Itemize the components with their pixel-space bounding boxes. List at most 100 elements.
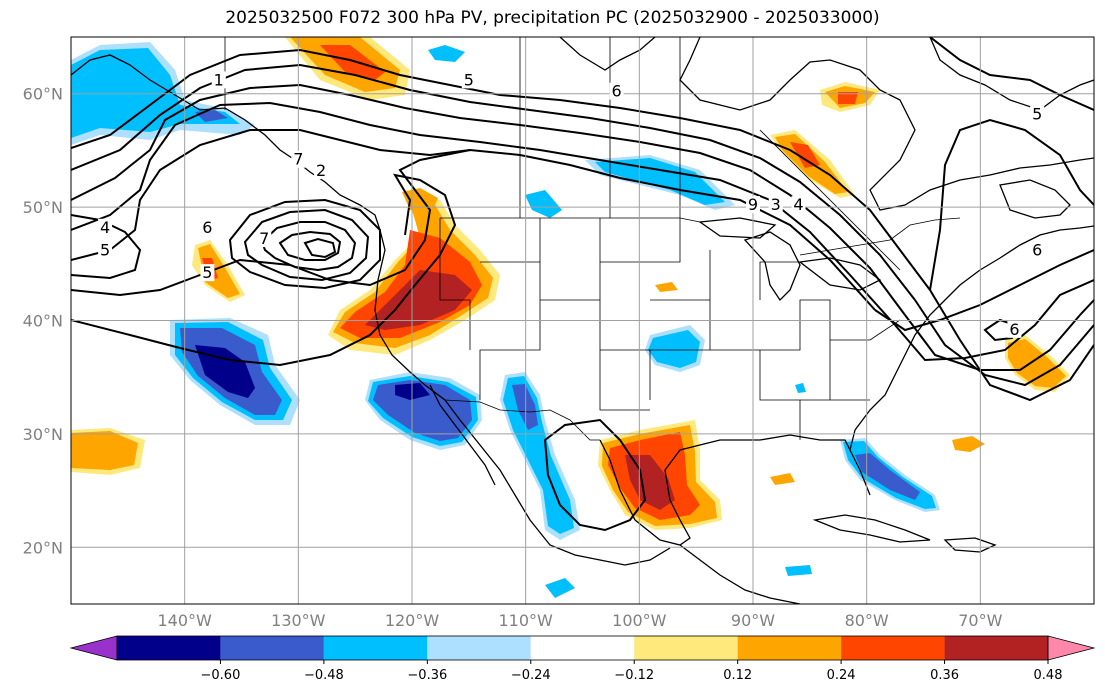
contour-label: 1 [214, 70, 224, 89]
shade-positive [402, 188, 438, 212]
coastline-baja [429, 384, 496, 486]
colorbar-tick-label: 0.48 [1034, 668, 1063, 683]
pv-contour [904, 299, 1094, 371]
coastline-hispaniola [943, 537, 997, 553]
coastline-central-america [679, 544, 801, 604]
pv-contour [71, 83, 906, 316]
colorbar-segment [634, 636, 738, 660]
shade-negative [785, 565, 812, 576]
shade-negative [195, 345, 255, 398]
shade-negative [595, 158, 725, 205]
contour-label: 3 [771, 195, 781, 214]
colorbar-segment [220, 636, 324, 660]
coastline-us-west [374, 229, 671, 566]
contour-label: 5 [464, 70, 474, 89]
contour-label-bg [200, 218, 215, 236]
contour-label-bg [257, 230, 272, 248]
pv-contour [543, 418, 647, 532]
pv-contour [894, 279, 1094, 362]
colorbar-tick-label: −0.12 [614, 668, 654, 683]
colorbar-tick-label: −0.24 [511, 668, 551, 683]
longitude-labels: 140°W 130°W 120°W 110°W 100°W 90°W 80°W 70°W [157, 611, 1002, 630]
contour-label: 9 [748, 195, 758, 214]
shade-negative [428, 45, 465, 62]
shade-positive [838, 92, 858, 104]
colorbar-segment [841, 636, 945, 660]
colorbar-segment [427, 636, 531, 660]
shade-positive [1008, 339, 1066, 388]
contour-label: 7 [293, 150, 303, 169]
border-canada-provinces [519, 37, 901, 271]
graticule [71, 37, 1094, 604]
contour-label: 4 [100, 218, 110, 237]
contour-label: 6 [1009, 320, 1019, 339]
lat-tick-label: 60°N [23, 85, 63, 104]
contour-label-bg [791, 196, 806, 214]
pv-contour [278, 230, 342, 261]
colorbar-tick-label: −0.48 [304, 668, 344, 683]
contour-label-bg [768, 196, 783, 214]
colorbar-outline [116, 635, 1049, 661]
shade-negative [545, 578, 575, 598]
contour-label-bg [746, 196, 760, 214]
great-lakes [698, 217, 777, 239]
coastline-labrador [929, 37, 1094, 111]
contour-label: 2 [316, 161, 326, 180]
map-title: 2025032500 F072 300 hPa PV, precipitatio… [225, 8, 880, 28]
colorbar-segment [737, 636, 842, 660]
shade-positive [71, 431, 138, 470]
contour-label-bg [291, 150, 306, 168]
contour-label-bg [211, 71, 226, 89]
colorbar-segment [117, 636, 221, 660]
lat-tick-label: 30°N [23, 425, 63, 444]
pv-contour [71, 63, 916, 301]
coastline-alaska [71, 54, 381, 231]
contour-label-bg [98, 241, 113, 259]
contour-label-bg [1030, 241, 1045, 259]
colorbar-extend-max [1047, 635, 1096, 661]
coastline-cuba [812, 514, 931, 543]
colorbar: −0.60 −0.48 −0.36 −0.24 −0.12 0.12 0.24 0.36 0.4… [69, 635, 1096, 683]
pv-contour [929, 37, 1094, 111]
shade-negative [512, 384, 538, 430]
colorbar-tick-label: 0.24 [827, 668, 856, 683]
lat-tick-label: 20°N [23, 538, 63, 557]
colorbar-extend-min [69, 635, 118, 661]
shade-negative [795, 383, 806, 393]
lon-tick-label: 80°W [845, 611, 889, 630]
shade-negative [525, 190, 562, 218]
contour-label-bg [98, 218, 113, 236]
lon-tick-label: 70°W [958, 611, 1002, 630]
colorbar-tick-label: −0.36 [407, 668, 447, 683]
colorbar-segment [530, 636, 635, 660]
contour-label: 6 [612, 82, 622, 101]
pv-contour [71, 129, 876, 311]
contour-label: 4 [793, 195, 803, 214]
contour-label-bg [609, 82, 624, 100]
shade-positive [655, 282, 678, 292]
pv-contour [929, 118, 1094, 291]
contour-label: 5 [1032, 104, 1042, 123]
latitude-labels: 20°N 30°N 40°N 50°N 60°N [23, 85, 63, 558]
lon-tick-label: 90°W [731, 611, 775, 630]
coastline-canada-north [559, 37, 656, 71]
shade-negative [855, 453, 920, 500]
shade-positive [770, 473, 795, 485]
colorbar-tick-label: −0.60 [201, 668, 241, 683]
shade-positive [790, 142, 820, 168]
lon-tick-label: 130°W [271, 611, 326, 630]
contour-label: 6 [202, 218, 212, 237]
lon-tick-label: 100°W [612, 611, 667, 630]
colorbar-tick-label: 0.12 [723, 668, 752, 683]
contour-label: 5 [202, 263, 212, 282]
contour-label: 7 [259, 229, 269, 248]
coastline-hudson-bay [679, 37, 1094, 211]
contour-label-bg [461, 71, 476, 89]
shade-negative [648, 330, 700, 368]
pv-contour [929, 289, 1094, 402]
border-us-states [539, 218, 901, 401]
shade-positive [365, 270, 472, 330]
lon-tick-label: 110°W [498, 611, 553, 630]
